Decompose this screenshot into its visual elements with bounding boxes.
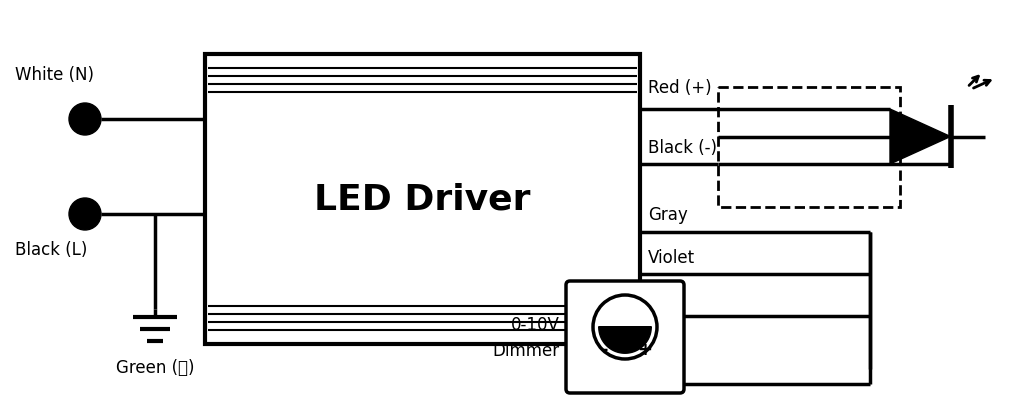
Text: Black (-): Black (-) [648,139,717,157]
Text: White (N): White (N) [15,66,94,84]
Text: Black (L): Black (L) [15,241,87,258]
Polygon shape [599,327,651,353]
FancyBboxPatch shape [566,281,684,393]
Polygon shape [890,110,950,164]
Text: Gray: Gray [648,205,688,224]
Bar [205,55,640,344]
Circle shape [69,104,101,136]
Circle shape [69,198,101,230]
Text: LED Driver: LED Driver [313,183,530,216]
Text: Red (+): Red (+) [648,79,712,97]
Bar [718,88,900,207]
Text: -: - [601,340,608,358]
Text: 0-10V
Dimmer: 0-10V Dimmer [493,316,560,358]
Text: Green (⏚): Green (⏚) [116,358,195,376]
Text: Violet: Violet [648,248,695,266]
Text: +: + [638,340,652,358]
